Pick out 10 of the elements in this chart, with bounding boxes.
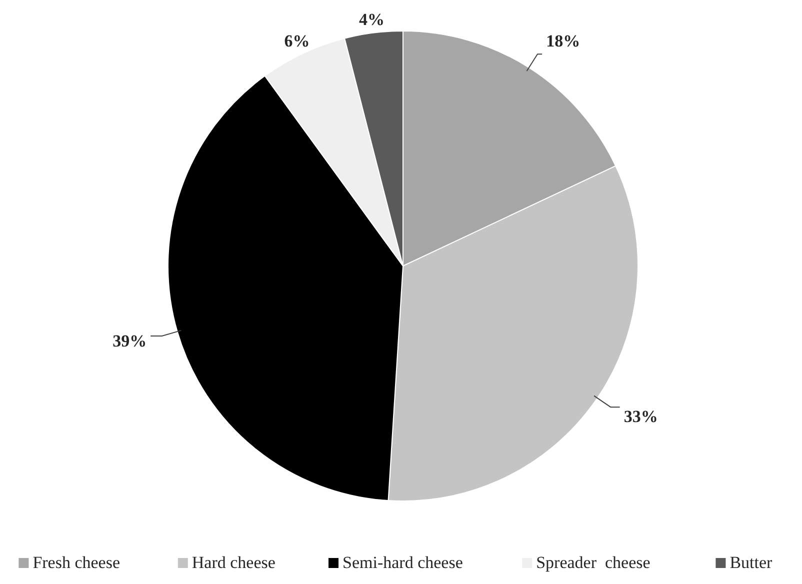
data-label: 33% [624, 407, 658, 426]
data-label: 4% [359, 10, 385, 29]
legend-label: Spreader cheese [536, 553, 650, 572]
legend-label: Hard cheese [192, 553, 276, 572]
legend-label: Fresh cheese [32, 553, 120, 572]
data-label: 18% [546, 32, 580, 51]
legend-label: Butter [730, 553, 773, 572]
legend-label: Semi-hard cheese [342, 553, 463, 572]
data-label: 6% [284, 32, 310, 51]
data-label: 39% [112, 331, 147, 350]
